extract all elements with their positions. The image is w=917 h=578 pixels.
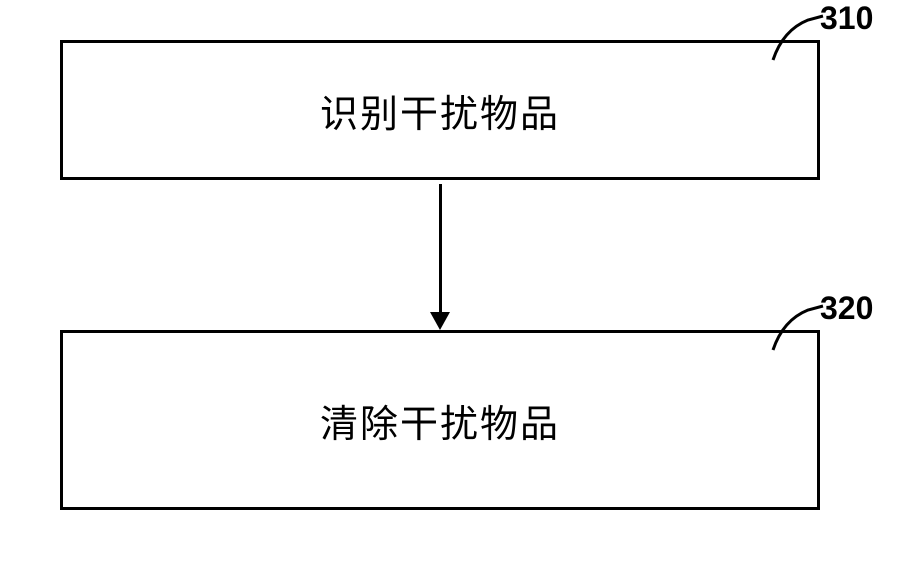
arrow-head-icon: [430, 312, 450, 330]
flowchart-edge: [430, 183, 450, 330]
node-text: 清除干扰物品: [320, 393, 560, 448]
node-text: 识别干扰物品: [320, 83, 560, 138]
flowchart-node-310: 识别干扰物品: [60, 40, 820, 180]
node-label-310: 310: [820, 0, 873, 37]
node-label-320: 320: [820, 290, 873, 327]
flowchart-node-320: 清除干扰物品: [60, 330, 820, 510]
arrow-line: [439, 184, 442, 312]
label-connector-310: [768, 10, 828, 65]
label-connector-320: [768, 300, 828, 355]
